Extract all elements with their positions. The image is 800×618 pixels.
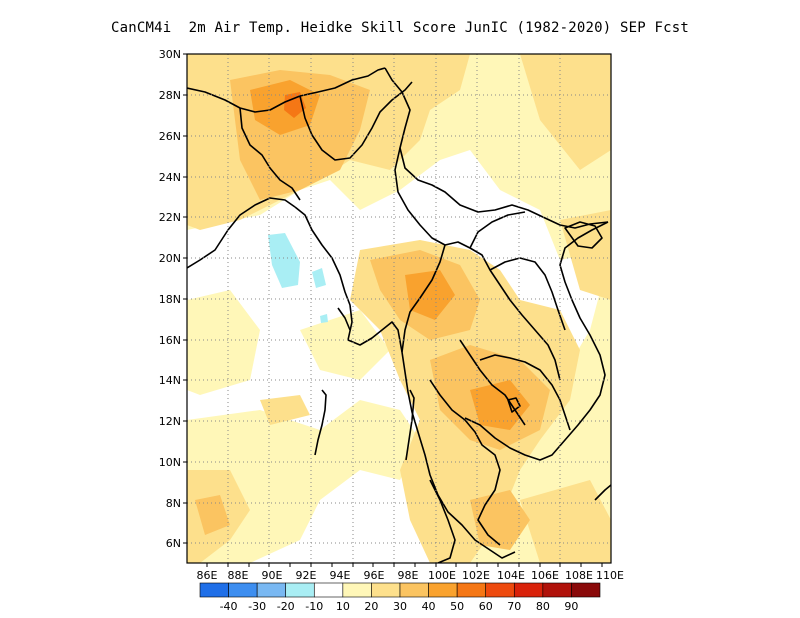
map-frame	[186, 53, 612, 564]
colorbar-swatch	[256, 582, 287, 598]
lat-label: 6N	[166, 537, 181, 550]
colorbar-label: -40	[220, 600, 238, 613]
lon-label: 106E	[531, 569, 559, 582]
lon-label: 98E	[398, 569, 419, 582]
lat-label: 16N	[159, 334, 181, 347]
colorbar-label: 80	[536, 600, 550, 613]
lon-label: 90E	[262, 569, 283, 582]
lon-label: 94E	[330, 569, 351, 582]
colorbar-swatch	[285, 582, 315, 598]
colorbar-label: 20	[364, 600, 378, 613]
lat-label: 26N	[159, 130, 181, 143]
colorbar-swatch	[428, 582, 458, 598]
lat-label: 30N	[159, 48, 181, 61]
lon-label: 110E	[596, 569, 624, 582]
lat-label: 12N	[159, 415, 181, 428]
colorbar-label: 60	[479, 600, 493, 613]
lat-label: 28N	[159, 89, 181, 102]
lon-label: 108E	[565, 569, 593, 582]
colorbar-label: 90	[564, 600, 578, 613]
colorbar-swatch	[571, 582, 601, 598]
lon-label: 100E	[428, 569, 456, 582]
lon-label: 92E	[296, 569, 317, 582]
colorbar-label: 50	[450, 600, 464, 613]
skill-shading	[187, 54, 611, 563]
lon-label: 96E	[364, 569, 385, 582]
lon-label: 88E	[228, 569, 249, 582]
chart-title: CanCM4i 2m Air Temp. Heidke Skill Score …	[110, 20, 690, 36]
colorbar-swatch	[199, 582, 229, 598]
lat-label: 24N	[159, 171, 181, 184]
colorbar-swatch	[342, 582, 372, 598]
colorbar-label: 30	[393, 600, 407, 613]
grid-lines	[187, 54, 611, 563]
lat-label: 20N	[159, 252, 181, 265]
colorbar-labels: -40 -30 -20 -10 10 20 30 40 50 60 70 80 90	[220, 600, 579, 613]
colorbar	[199, 582, 601, 598]
colorbar-label: -30	[248, 600, 266, 613]
colorbar-label: 40	[422, 600, 436, 613]
colorbar-swatch	[228, 582, 258, 598]
colorbar-swatch	[456, 582, 487, 598]
colorbar-swatch	[371, 582, 401, 598]
colorbar-label: 10	[336, 600, 350, 613]
lon-label: 86E	[197, 569, 218, 582]
colorbar-label: -10	[305, 600, 323, 613]
colorbar-swatch	[542, 582, 572, 598]
colorbar-label: -20	[277, 600, 295, 613]
colorbar-label: 70	[507, 600, 521, 613]
colorbar-swatch	[485, 582, 515, 598]
lon-axis: 86E 88E 90E 92E 94E 96E 98E 100E 102E 10…	[197, 563, 624, 582]
colorbar-swatch	[513, 582, 544, 598]
lat-label: 10N	[159, 456, 181, 469]
lat-label: 8N	[166, 497, 181, 510]
skill-neg-10-20-areas	[268, 233, 328, 323]
coastlines-borders	[187, 67, 611, 563]
lat-axis: 30N 28N 26N 24N 22N 20N 18N 16N 14N 12N …	[159, 48, 187, 550]
lon-label: 104E	[497, 569, 525, 582]
lat-label: 14N	[159, 374, 181, 387]
colorbar-swatch	[313, 582, 344, 598]
lat-label: 18N	[159, 293, 181, 306]
lon-label: 102E	[462, 569, 490, 582]
colorbar-swatch	[399, 582, 429, 598]
lat-label: 22N	[159, 211, 181, 224]
